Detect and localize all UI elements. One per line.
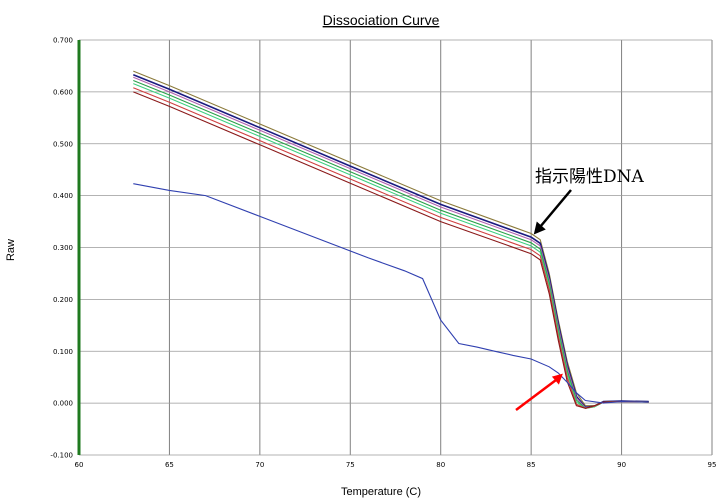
annotation-arrow-red [515,377,559,412]
y-tick-label: 0.100 [53,348,73,356]
x-axis-label: Temperature (C) [341,486,421,498]
y-tick-label: 0.500 [53,140,73,148]
annotation-arrowhead-black [533,221,546,235]
y-tick-label: 0.600 [53,88,73,96]
annotation-label: 指示陽性DNA [535,167,645,187]
x-tick-label: 80 [436,461,445,469]
series-line-6 [133,91,649,409]
annotation-arrow-black [537,189,572,230]
x-tick-label: 65 [165,461,174,469]
series-line-7 [133,183,649,404]
x-tick-label: 75 [346,461,355,469]
y-tick-label: 0.300 [53,244,73,252]
y-tick-label: 0.400 [53,192,73,200]
annotation-arrowhead-red [551,373,563,385]
x-tick-label: 85 [527,461,536,469]
x-tick-label: 90 [617,461,626,469]
y-axis-label: Raw [5,239,17,261]
series-lines [133,70,649,409]
y-tick-label: -0.100 [50,452,73,460]
y-tick-label: 0.200 [53,296,73,304]
x-tick-label: 60 [75,461,84,469]
tick-labels: 60 65 70 75 80 85 90 95 -0.100 0.000 0.100 0.200 0.3… [50,37,716,470]
x-tick-label: 70 [255,461,264,469]
annotations: 指示陽性DNA [515,167,645,412]
x-tick-label: 95 [708,461,717,469]
y-tick-label: 0.000 [53,400,73,408]
chart-title: Dissociation Curve [323,12,440,28]
y-tick-label: 0.700 [53,37,73,45]
grid-lines [79,39,713,456]
